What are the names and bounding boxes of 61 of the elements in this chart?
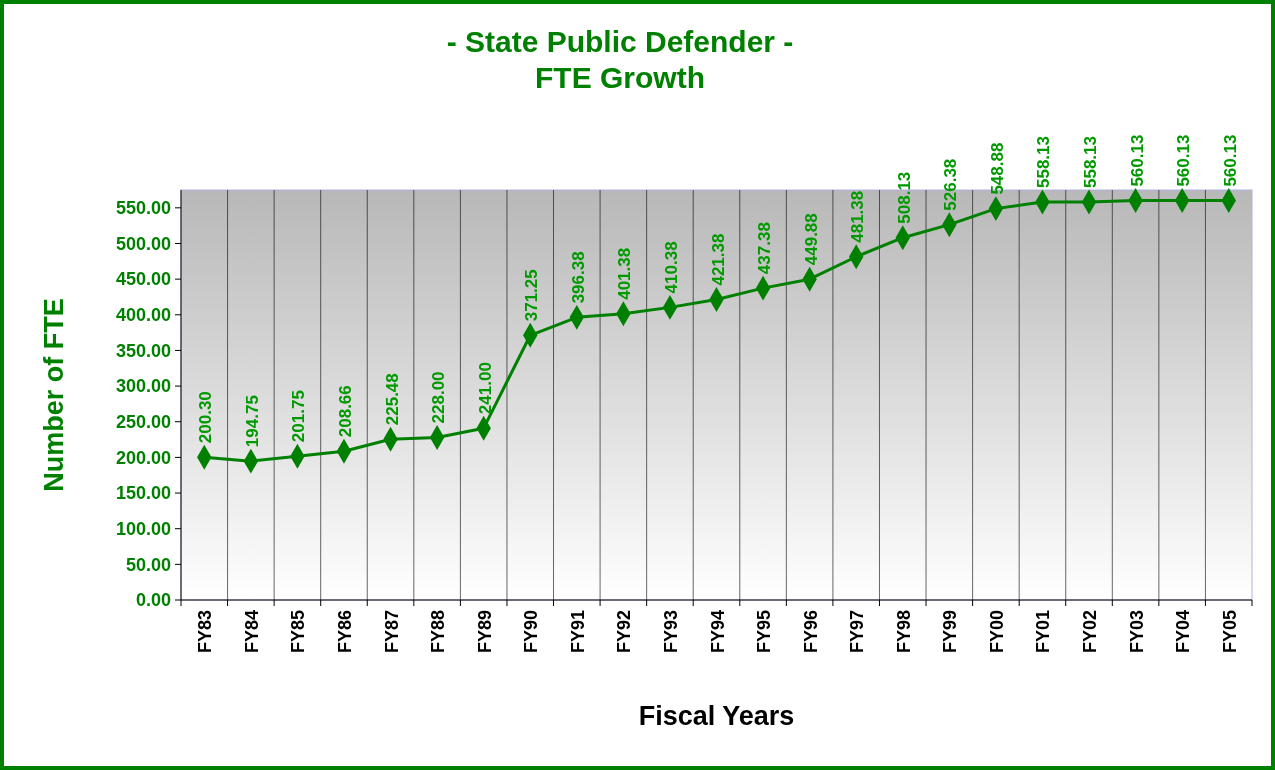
- x-tick-label: FY01: [1033, 610, 1054, 654]
- data-label: 449.88: [801, 213, 821, 266]
- data-label: 548.88: [987, 142, 1007, 195]
- chart-title: - State Public Defender - FTE Growth: [446, 25, 794, 94]
- data-label: 371.25: [522, 269, 542, 322]
- data-label: 508.13: [894, 171, 914, 224]
- x-tick-label: FY99: [940, 610, 961, 654]
- data-label: 396.38: [568, 251, 588, 304]
- x-tick-label: FY96: [800, 610, 821, 654]
- data-label: 201.75: [289, 390, 309, 443]
- data-label: 558.13: [1034, 136, 1054, 189]
- data-label: 194.75: [242, 395, 262, 448]
- data-label: 560.13: [1220, 134, 1240, 187]
- y-tick-label: 500.00: [115, 233, 171, 254]
- y-tick-label: 0.00: [135, 590, 171, 611]
- y-tick-label: 350.00: [115, 340, 171, 361]
- x-tick-label: FY02: [1080, 610, 1101, 654]
- data-label: 437.38: [755, 222, 775, 275]
- data-label: 410.38: [661, 241, 681, 294]
- y-tick-label: 550.00: [115, 198, 171, 219]
- x-tick-label: FY92: [614, 610, 635, 654]
- x-tick-label: FY98: [893, 610, 914, 654]
- x-tick-label: FY91: [567, 610, 588, 654]
- data-label: 526.38: [941, 158, 961, 211]
- data-label: 560.13: [1127, 134, 1147, 187]
- data-label: 401.38: [615, 247, 635, 300]
- x-tick-label: FY97: [847, 610, 868, 654]
- y-tick-label: 250.00: [115, 412, 171, 433]
- y-tick-label: 400.00: [115, 305, 171, 326]
- x-tick-label: FY90: [521, 610, 542, 654]
- data-label: 558.13: [1081, 136, 1101, 189]
- x-tick-label: FY94: [707, 610, 728, 654]
- y-tick-label: 200.00: [115, 447, 171, 468]
- x-tick-label: FY04: [1173, 610, 1194, 654]
- data-label: 481.38: [848, 190, 868, 243]
- y-axis-title: Number of FTE: [39, 298, 69, 492]
- x-tick-label: FY86: [334, 610, 355, 654]
- x-tick-label: FY87: [381, 610, 402, 654]
- y-tick-label: 50.00: [125, 554, 171, 575]
- x-tick-label: FY05: [1219, 610, 1240, 654]
- data-label: 560.13: [1174, 134, 1194, 187]
- x-tick-label: FY95: [754, 610, 775, 654]
- data-label: 241.00: [475, 362, 495, 415]
- y-tick-label: 300.00: [115, 376, 171, 397]
- x-axis-title: Fiscal Years: [638, 701, 795, 731]
- x-tick-label: FY88: [428, 610, 449, 654]
- y-tick-label: 100.00: [115, 519, 171, 539]
- data-label: 208.66: [335, 385, 355, 438]
- data-label: 225.48: [382, 373, 402, 426]
- x-tick-label: FY85: [288, 610, 309, 654]
- data-label: 228.00: [429, 371, 449, 424]
- y-tick-label: 150.00: [115, 483, 171, 504]
- x-tick-label: FY89: [474, 610, 495, 654]
- data-label: 421.38: [708, 233, 728, 286]
- y-tick-label: 450.00: [115, 269, 171, 290]
- x-tick-label: FY00: [986, 610, 1007, 654]
- x-tick-label: FY93: [660, 610, 681, 654]
- x-tick-label: FY84: [241, 610, 262, 654]
- x-tick-label: FY83: [195, 610, 216, 654]
- x-tick-label: FY03: [1126, 610, 1147, 654]
- data-label: 200.30: [196, 391, 216, 444]
